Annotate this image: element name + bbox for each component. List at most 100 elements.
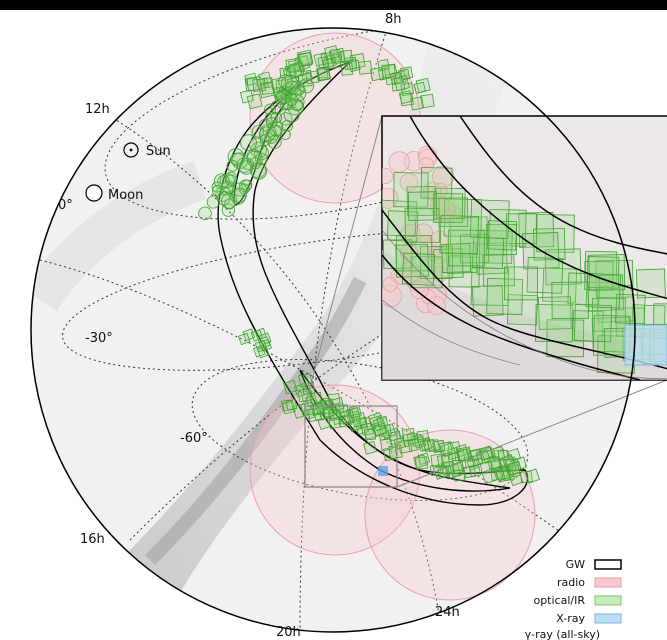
ra-label-8h: 8h (385, 12, 402, 27)
optical-tile (211, 185, 224, 197)
optical-tile (284, 93, 298, 106)
optical-tile (246, 76, 262, 92)
moon-label: Moon (108, 188, 143, 203)
optical-tile (266, 116, 278, 129)
optical-tile (376, 415, 389, 428)
optical-tile (475, 449, 491, 465)
moon-icon (85, 184, 103, 202)
optical-tile (237, 332, 251, 346)
ra-label-20h: 20h (276, 625, 301, 640)
optical-tile (239, 160, 254, 175)
optical-tile (260, 81, 275, 95)
optical-tile (242, 328, 256, 341)
dec-label-minus30: -30° (85, 331, 113, 346)
optical-tile (381, 63, 396, 79)
optical-tile (287, 63, 303, 79)
optical-tile (301, 381, 316, 395)
optical-tile (348, 59, 361, 73)
optical-tile (420, 93, 435, 109)
optical-tile (238, 183, 250, 195)
optical-tile (253, 145, 269, 161)
optical-tile (258, 332, 272, 346)
optical-tile (469, 465, 482, 478)
optical-tile (252, 78, 266, 92)
optical-tile (524, 468, 541, 484)
optical-tile (407, 438, 421, 452)
top-border-bar (0, 0, 667, 10)
optical-tile (317, 417, 331, 431)
optical-tile (298, 373, 313, 388)
optical-tile (328, 417, 341, 430)
optical-tile (251, 125, 265, 138)
optical-tile (430, 453, 445, 468)
optical-tile (506, 294, 539, 326)
optical-tile (281, 400, 296, 415)
optical-tile (404, 208, 440, 244)
optical-tile (441, 243, 472, 273)
optical-tile (227, 148, 245, 165)
optical-tile (279, 129, 291, 140)
inset-radio-field (409, 280, 429, 300)
optical-tile (246, 93, 263, 110)
inset-radio-field (382, 167, 394, 185)
inset-panel (381, 115, 667, 381)
legend-label-optical: optical/IR (533, 594, 585, 607)
optical-tile (369, 66, 385, 82)
optical-tile (393, 172, 429, 208)
optical-tile (440, 454, 454, 468)
optical-tile (348, 405, 362, 419)
legend-swatch-xray (594, 613, 622, 624)
optical-tile (300, 401, 315, 417)
legend-label-xray: X-ray (556, 612, 585, 625)
dec-label-0: 0° (58, 198, 73, 213)
optical-tile (359, 416, 372, 430)
optical-tile (398, 90, 413, 105)
optical-tile (584, 261, 614, 291)
sun-icon (123, 142, 139, 158)
optical-tile (526, 256, 564, 294)
optical-tile (410, 433, 425, 448)
optical-tile (439, 441, 453, 455)
optical-tile (635, 268, 666, 299)
optical-tile (426, 439, 441, 453)
optical-tile (232, 182, 247, 197)
optical-tile (481, 468, 498, 485)
optical-tile (551, 281, 589, 320)
optical-tile (463, 465, 477, 479)
zoom-line-bottom (396, 379, 667, 488)
optical-tile (348, 418, 362, 432)
sky-outline (30, 27, 636, 633)
legend-label-radio: radio (557, 576, 585, 589)
optical-tile (508, 471, 524, 487)
optical-tile (586, 256, 620, 289)
inset-radio-field (418, 157, 435, 173)
optical-tile (283, 379, 298, 395)
inset-radio-field (388, 151, 410, 173)
optical-tile (434, 187, 466, 220)
optical-tile (225, 174, 237, 186)
legend-label-gw: GW (566, 558, 586, 571)
legend-label-gamma: γ-ray (all-sky) (525, 628, 600, 640)
optical-tile (326, 53, 342, 69)
legend-swatch-optical (594, 595, 622, 606)
optical-tile (255, 152, 268, 166)
optical-tile (386, 210, 419, 242)
optical-tile (298, 52, 314, 67)
optical-tile (471, 236, 505, 270)
legend-swatch-gw (594, 559, 622, 570)
optical-tile (198, 206, 212, 221)
optical-tile (264, 103, 276, 116)
optical-tile (351, 412, 367, 428)
optical-tile (451, 459, 464, 472)
optical-tile (364, 428, 377, 441)
optical-tile (487, 456, 501, 470)
optical-tile (383, 63, 398, 79)
optical-tile (507, 460, 523, 476)
optical-tile (258, 126, 276, 143)
optical-tile (401, 252, 435, 286)
optical-tile (226, 159, 239, 172)
optical-tile (358, 60, 373, 75)
inset-radio-field (382, 276, 398, 292)
optical-tile (588, 254, 626, 291)
legend: GW radio optical/IR X-ray γ-ray (all-sky… (525, 558, 622, 640)
